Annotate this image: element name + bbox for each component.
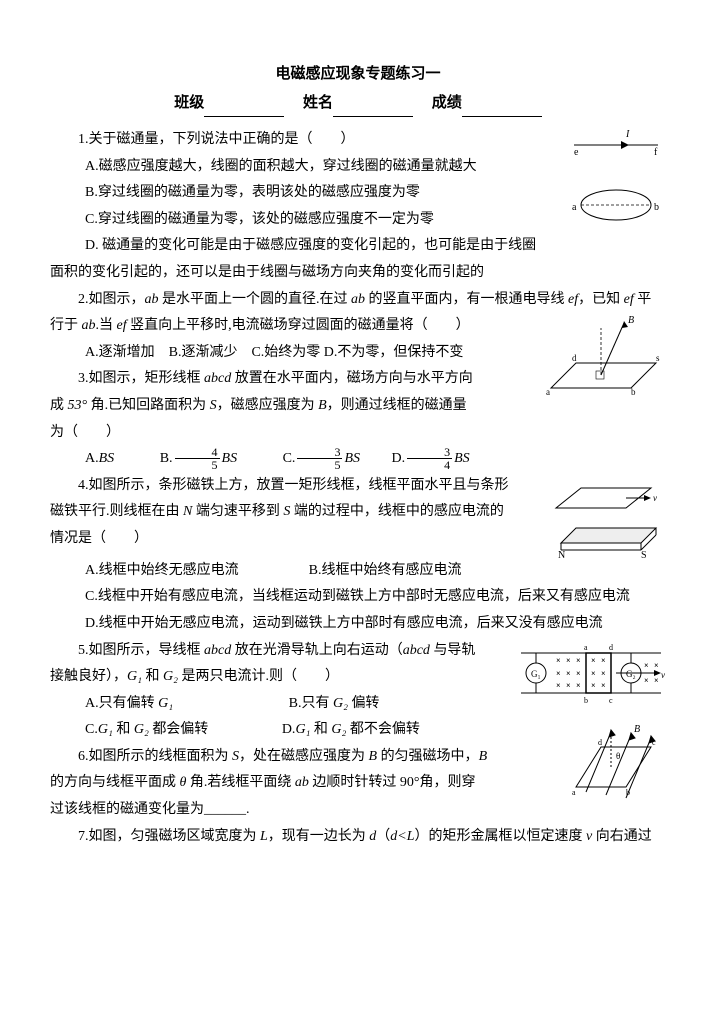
q3-options: A.BS B.45BS C.35BS D.34BS [50, 446, 666, 473]
svg-text:c: c [609, 696, 613, 705]
svg-text:a: a [584, 643, 588, 652]
figure-q3: B a b d s [536, 313, 666, 423]
svg-text:×: × [654, 676, 659, 685]
svg-text:v: v [661, 670, 665, 680]
q1-opt-d: D. 磁通量的变化可能是由于磁感应强度的变化引起的，也可能是由于线圈 [50, 233, 666, 260]
fig3-d: d [572, 353, 577, 363]
fig2-a: a [572, 202, 577, 213]
figure-q1-ef: e f I [566, 127, 666, 157]
svg-text:×: × [601, 681, 606, 690]
svg-text:×: × [576, 669, 581, 678]
svg-text:×: × [576, 656, 581, 665]
svg-text:c: c [652, 738, 656, 747]
q7-stem: 7.如图，匀强磁场区域宽度为 L，现有一边长为 d（d<L）的矩形金属框以恒定速… [50, 824, 666, 851]
svg-text:×: × [601, 656, 606, 665]
figure-q2-circle: a b [566, 180, 666, 230]
svg-text:S: S [641, 550, 647, 558]
figure-q4: v N S [546, 473, 666, 558]
worksheet-title: 电磁感应现象专题练习一 [50, 60, 666, 89]
q4-opt-a: A.线框中始终无感应电流 B.线框中始终有感应电流 [50, 558, 666, 585]
fig3-b: b [631, 387, 636, 397]
svg-text:×: × [566, 656, 571, 665]
class-blank [204, 101, 284, 117]
svg-text:v: v [653, 493, 657, 503]
q4-opt-d: D.线框中开始无感应电流，运动到磁铁上方中部时有感应电流，后来又没有感应电流 [50, 611, 666, 638]
svg-text:N: N [558, 550, 565, 558]
header-line: 班级 姓名 成绩 [50, 89, 666, 118]
svg-text:×: × [644, 661, 649, 670]
svg-text:×: × [591, 656, 596, 665]
q1-opt-d-cont: 面积的变化引起的，还可以是由于线圈与磁场方向夹角的变化而引起的 [50, 260, 666, 287]
q1-opt-a: A.磁感应强度越大，线圈的面积越大，穿过线圈的磁通量就越大 [50, 154, 666, 181]
fig-label-I: I [625, 129, 630, 140]
svg-text:×: × [601, 669, 606, 678]
svg-text:×: × [556, 669, 561, 678]
svg-text:d: d [598, 738, 602, 747]
fig3-s: s [656, 353, 660, 363]
svg-text:G₂: G₂ [626, 669, 636, 679]
svg-text:d: d [609, 643, 613, 652]
name-label: 姓名 [303, 95, 333, 111]
svg-text:×: × [576, 681, 581, 690]
svg-text:×: × [556, 656, 561, 665]
fig2-b: b [654, 202, 659, 213]
fig3-a: a [546, 387, 550, 397]
figure-q6: B θ a b d c [556, 717, 666, 807]
svg-text:×: × [644, 676, 649, 685]
svg-text:θ: θ [616, 751, 620, 761]
svg-text:×: × [591, 669, 596, 678]
svg-text:a: a [572, 788, 576, 797]
svg-text:×: × [566, 669, 571, 678]
svg-text:×: × [566, 681, 571, 690]
svg-text:G₁: G₁ [531, 669, 541, 679]
svg-text:b: b [626, 788, 630, 797]
fig3-B: B [628, 315, 634, 326]
name-blank [333, 101, 413, 117]
q3-line3: 为（ ） [50, 420, 666, 447]
svg-text:B: B [634, 724, 640, 735]
score-blank [462, 101, 542, 117]
fig-label-f: f [654, 147, 658, 157]
q2-stem: 2.如图示，ab 是水平面上一个圆的直径.在过 ab 的竖直平面内，有一根通电导… [50, 287, 666, 314]
svg-text:×: × [654, 661, 659, 670]
q4-opt-c: C.线框中开始有感应电流，当线框运动到磁铁上方中部时无感应电流，后来又有感应电流 [50, 584, 666, 611]
figure-q5: G₁ G₂ × × × × × × × × × × × × × × × × × × × a d b c… [516, 638, 666, 708]
score-label: 成绩 [432, 95, 462, 111]
svg-text:×: × [591, 681, 596, 690]
svg-text:×: × [556, 681, 561, 690]
class-label: 班级 [174, 95, 204, 111]
svg-text:b: b [584, 696, 588, 705]
fig-label-e: e [574, 147, 579, 157]
